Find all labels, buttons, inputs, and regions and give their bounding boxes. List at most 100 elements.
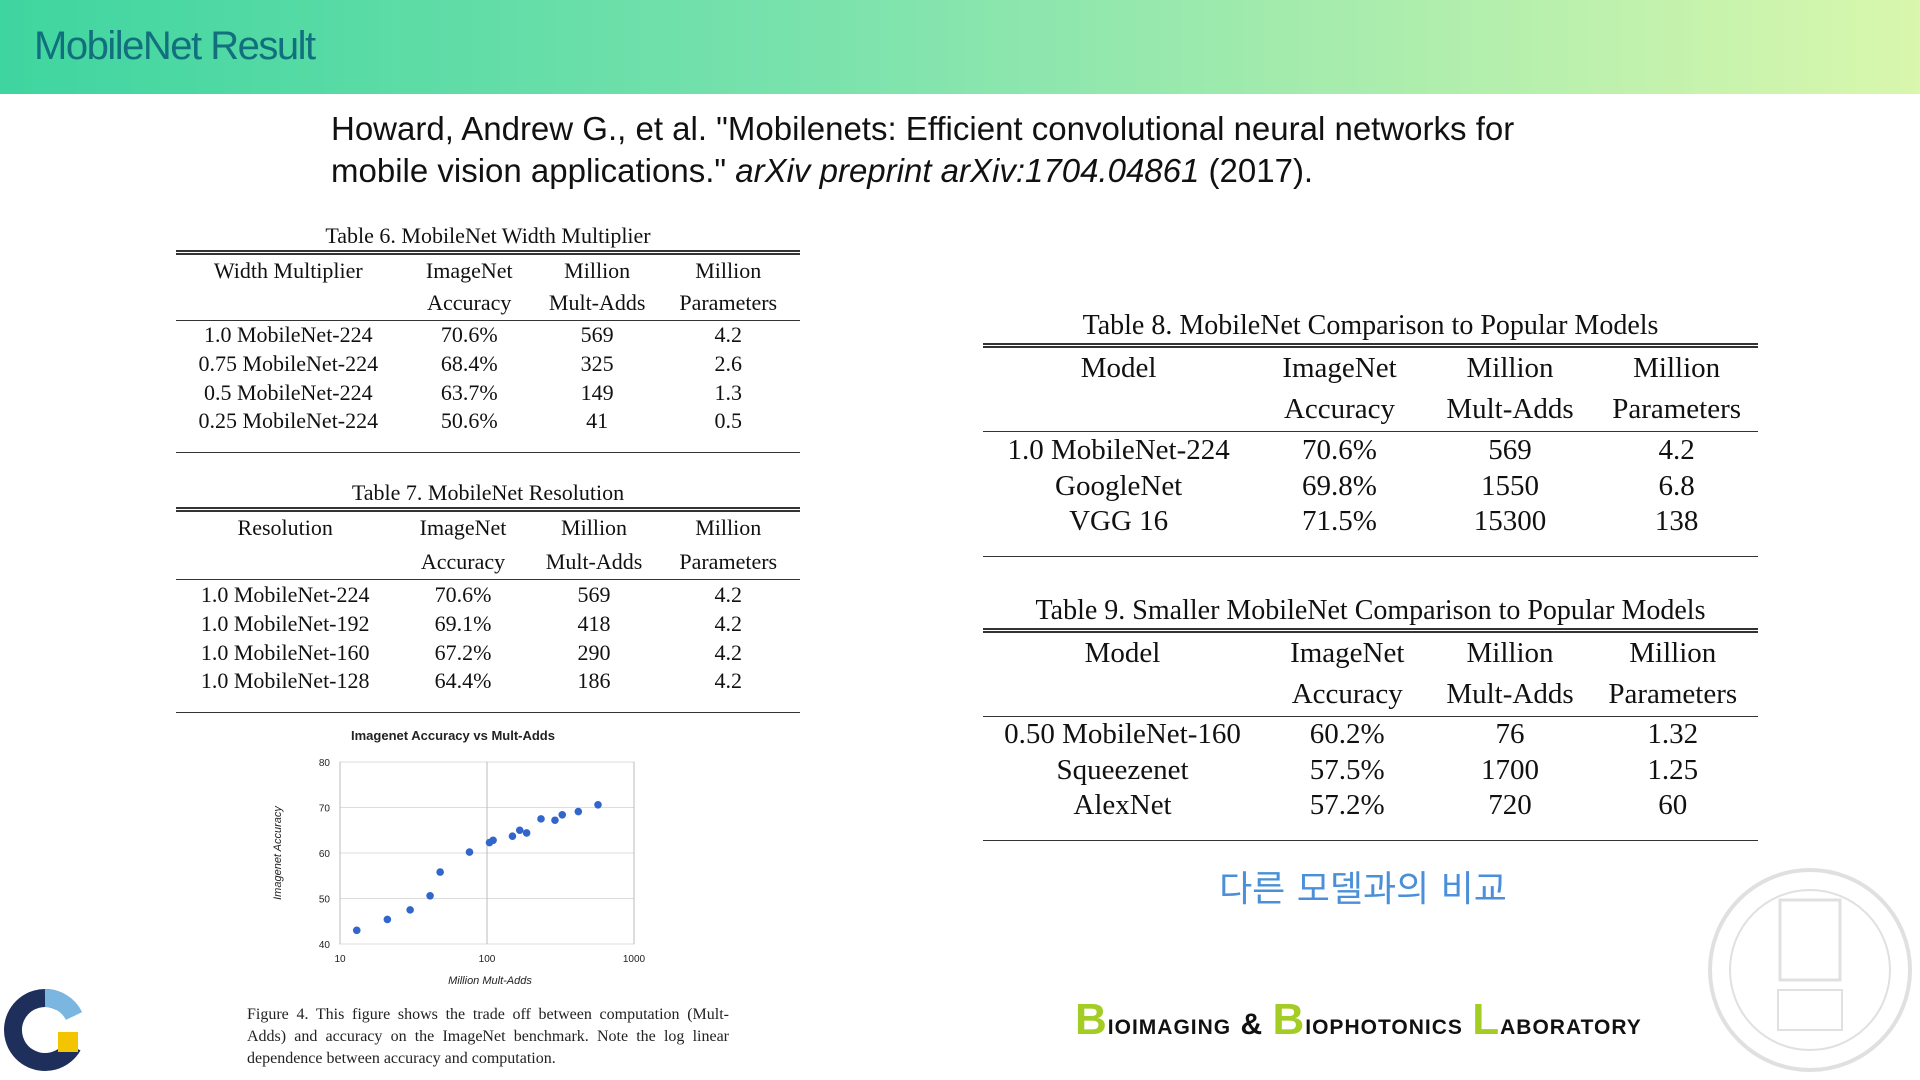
x-tick-label: 1000 [623,954,646,965]
header-cell: Model [1084,636,1161,669]
table-caption: Table 7. MobileNet Resolution [351,480,625,505]
table-row: 1.0 MobileNet-192 69.1% 418 4.2 [176,609,800,639]
table-cell: VGG 16 [1069,504,1169,537]
lab-name-part: iophotonics [1305,1008,1463,1041]
table-cell: 67.2% [434,640,492,666]
header-cell [176,544,395,580]
citation: Howard, Andrew G., et al. "Mobilenets: E… [331,108,1601,192]
table-cell: Squeezenet [1056,754,1189,786]
header-row: Accuracy Mult-Adds Parameters [176,286,800,321]
lab-name-part: L [1472,995,1501,1044]
table-cell: 60.2% [1309,718,1385,751]
table-cell: 6.8 [1658,469,1695,502]
point [558,810,567,819]
header-cell: Million [1633,351,1721,384]
table-cell: 70.6% [440,322,498,348]
header-cell [176,286,401,321]
header-cell [983,388,1255,432]
seal [1708,868,1912,1072]
citation-year: (2017). [1199,152,1314,189]
point [436,868,444,876]
header-row: Accuracy Mult-Adds Parameters [176,544,800,580]
x-tick-label: 100 [479,954,496,965]
header-cell: ImageNet [1282,351,1397,384]
y-tick-label: 70 [319,804,331,815]
header-cell: Million [564,257,631,283]
table-cell: 720 [1488,788,1532,821]
header-cell: Million [1466,351,1554,384]
table-body: 1.0 MobileNet-224 70.6% 569 4.2 GoogleNet 69.… [983,432,1758,557]
header-cell: Parameters [1595,388,1758,432]
header-cell: Million [1466,636,1554,669]
table-cell: 76 [1495,718,1525,751]
table-cell: 418 [577,610,611,636]
table: Model ImageNet Million Million Accuracy Mult-… [983,628,1758,841]
header-cell: Million [695,257,762,283]
table-cell: 4.2 [714,322,742,348]
y-axis-label: Imagenet Accuracy [272,805,284,900]
point [508,832,517,840]
header-cell: Accuracy [400,286,538,321]
note: 다른 모델과의 비교 [1219,869,1507,910]
table-cell: 569 [1488,433,1532,466]
point [406,906,414,914]
header-cell [983,673,1262,717]
table: Model ImageNet Million Million Accuracy Mult-… [983,343,1758,557]
table-head: Model ImageNet Million Million Accuracy Mult-… [983,631,1758,717]
table-cell: 0.5 [714,407,742,433]
table-row: Squeezenet 57.5% 1700 1.25 [983,753,1758,789]
header-row: Resolution ImageNet Million Million [176,510,800,545]
header-cell: Mult-Adds [1424,388,1596,432]
citation-venue: arXiv preprint arXiv:1704.04861 [735,152,1200,189]
table-cell: 64.4% [434,668,492,693]
lab-name-part: B [1075,995,1108,1044]
table-cell: 41 [586,407,609,433]
slide-title: MobileNet Result [34,24,316,68]
table-cell: 1.0 MobileNet-160 [200,640,370,666]
lab-name-part: aboratory [1500,1008,1642,1041]
table-cell: 1.0 MobileNet-192 [200,610,370,636]
table-cell: GoogleNet [1055,469,1183,502]
table-cell: 70.6% [434,581,492,607]
table-row: 1.0 MobileNet-128 64.4% 186 4.2 [176,668,800,713]
table-cell: 0.75 MobileNet-224 [198,351,379,376]
table-cell: 325 [580,351,614,376]
point [515,826,524,835]
header-cell: Mult-Adds [531,544,657,580]
table-cell: 290 [577,640,611,666]
table-row: GoogleNet 69.8% 1550 6.8 [983,468,1758,505]
table-cell: 4.2 [714,668,742,693]
table-cell: 569 [580,322,614,348]
table-cell: 69.8% [1302,469,1377,502]
table-row: AlexNet 57.2% 720 60 [983,789,1758,841]
table-cell: 0.5 MobileNet-224 [203,380,373,405]
header-cell: Parameters [656,544,800,580]
table-cell: 149 [580,380,614,405]
header-row: Accuracy Mult-Adds Parameters [983,388,1758,432]
table-cell: 1.0 MobileNet-128 [200,668,370,693]
point [594,800,602,809]
table-cell: 1.25 [1647,754,1699,786]
table-cell: 4.2 [714,640,742,666]
table-row: VGG 16 71.5% 15300 138 [983,505,1758,557]
table-caption: Table 6. MobileNet Width Multiplier [325,223,651,248]
table-row: 1.0 MobileNet-224 70.6% 569 4.2 [176,580,800,610]
table-cell: 0.50 MobileNet-160 [1004,718,1241,751]
point [522,829,531,837]
header-cell: ImageNet [1290,636,1405,669]
y-tick-label: 40 [319,940,331,951]
table-cell: 70.6% [1302,433,1377,466]
table-cell: 186 [577,668,611,693]
table-cell: 60 [1658,788,1688,821]
table-body: 1.0 MobileNet-224 70.6% 569 4.2 1.0 MobileNe… [176,580,800,713]
table-cell: AlexNet [1073,788,1172,821]
table-cell: 1.0 MobileNet-224 [203,322,373,348]
table-head: Resolution ImageNet Million Million Accuracy… [176,510,800,580]
lab-name-part: B [1272,995,1306,1044]
y-tick-label: 80 [319,758,331,769]
table-row: 1.0 MobileNet-224 70.6% 569 4.2 [176,321,800,350]
table-cell: 63.7% [440,380,498,405]
header-cell: Mult-Adds [537,286,657,321]
table: Resolution ImageNet Million Million Accuracy… [176,507,800,713]
